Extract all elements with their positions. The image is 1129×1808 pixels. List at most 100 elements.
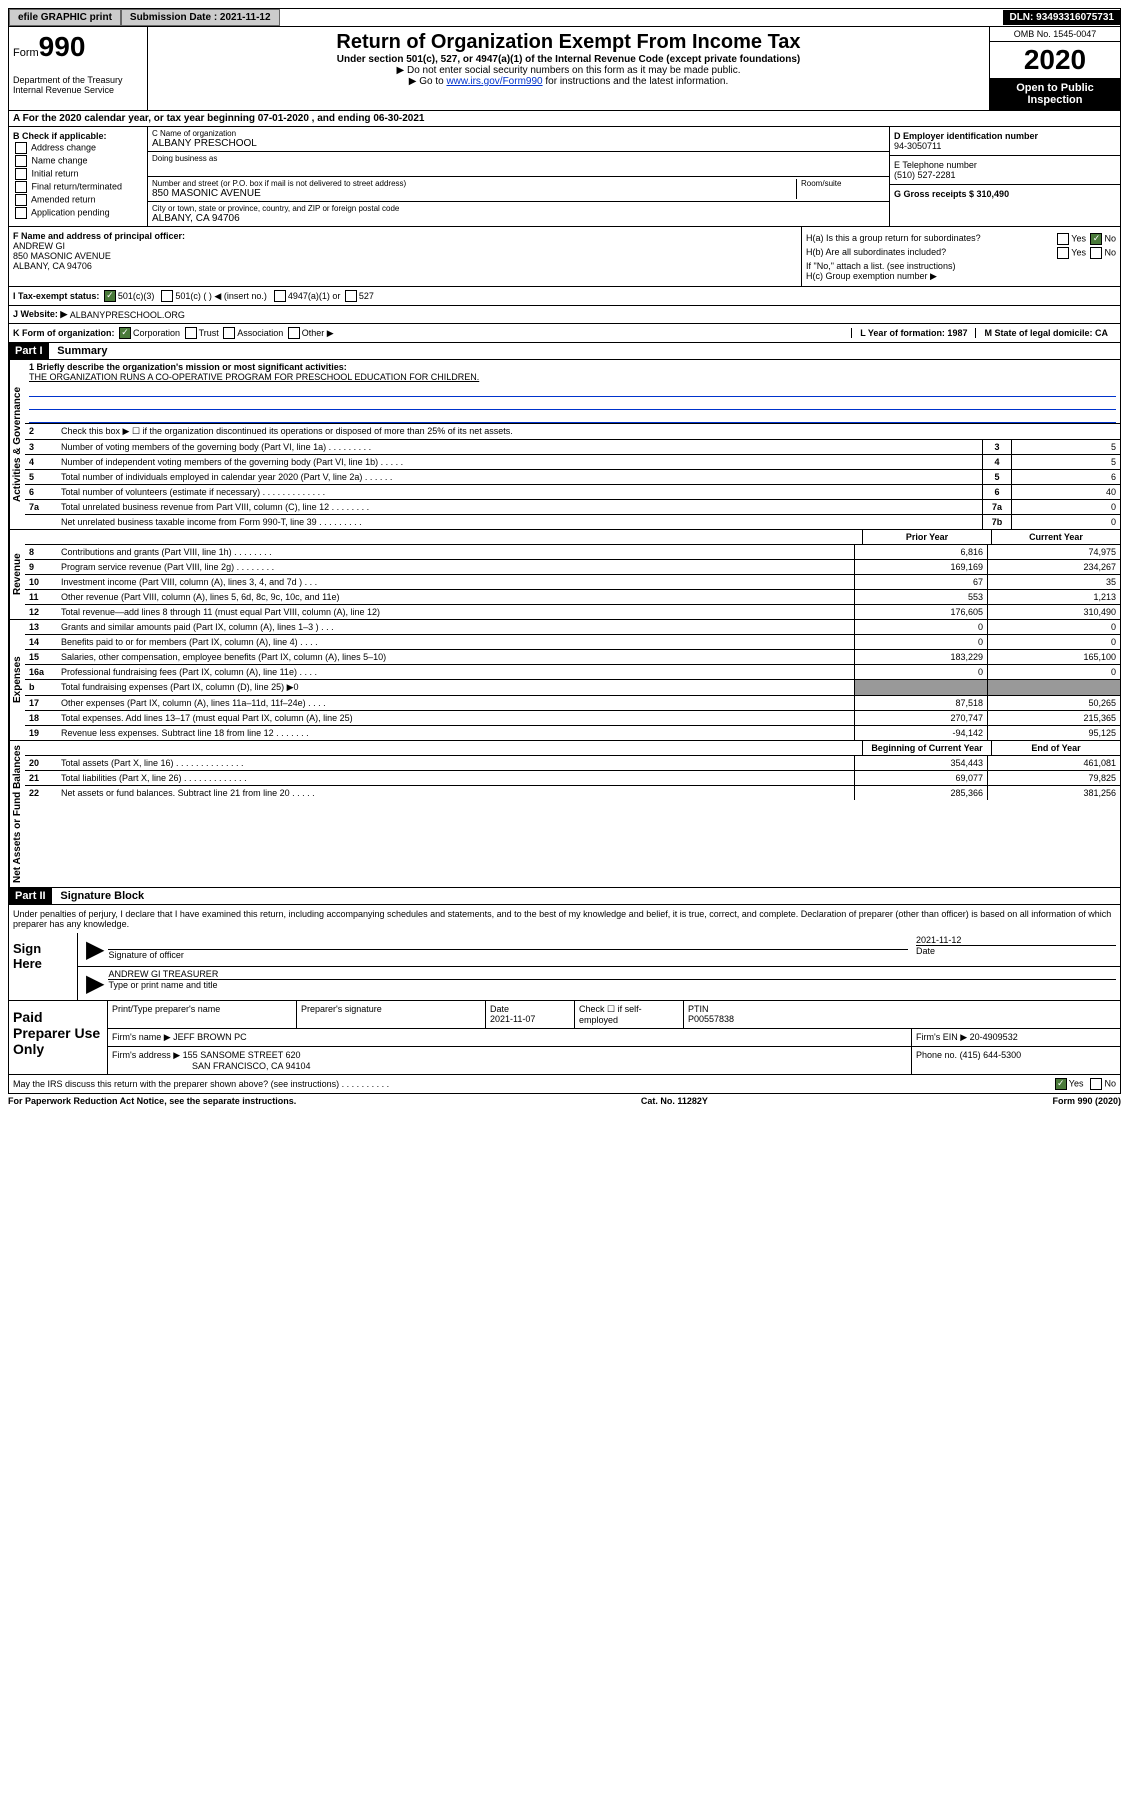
activities-governance-section: Activities & Governance 1 Briefly descri… [8,360,1121,530]
col-mid: C Name of organization ALBANY PRESCHOOL … [148,127,889,226]
footer-right: Form 990 (2020) [1052,1096,1121,1106]
summary-line: 6Total number of volunteers (estimate if… [25,485,1120,500]
org-name-label: C Name of organization [152,129,885,138]
ruled-2 [29,397,1116,410]
title-cell: Return of Organization Exempt From Incom… [148,27,989,110]
cb-corp[interactable] [119,327,131,339]
cb-initial-return[interactable]: Initial return [13,168,143,180]
cb-may-no[interactable] [1090,1078,1102,1090]
summary-line: 9Program service revenue (Part VIII, lin… [25,560,1120,575]
col-prior: Prior Year [862,530,991,544]
ein-label: D Employer identification number [894,131,1116,141]
firm-name-cell: Firm's name ▶ JEFF BROWN PC [108,1029,912,1046]
cb-4947[interactable] [274,290,286,302]
k-label: K Form of organization: [13,328,115,338]
h-b-label: H(b) Are all subordinates included? [806,247,946,259]
cb-amended-return[interactable]: Amended return [13,194,143,206]
may-irs-text: May the IRS discuss this return with the… [13,1079,389,1089]
prep-row-2: Firm's name ▶ JEFF BROWN PC Firm's EIN ▶… [108,1029,1120,1047]
cb-other[interactable] [288,327,300,339]
summary-line: 19Revenue less expenses. Subtract line 1… [25,726,1120,740]
fgh-row: F Name and address of principal officer:… [8,227,1121,287]
revenue-body: Prior Year Current Year 8Contributions a… [25,530,1120,619]
prep-row-3: Firm's address ▶ 155 SANSOME STREET 620 … [108,1047,1120,1074]
cb-trust[interactable] [185,327,197,339]
prep-date-cell: Date2021-11-07 [486,1001,575,1028]
summary-line: 21Total liabilities (Part X, line 26) . … [25,771,1120,786]
firm-phone-cell: Phone no. (415) 644-5300 [912,1047,1120,1074]
cb-address-change[interactable]: Address change [13,142,143,154]
f-addr2: ALBANY, CA 94706 [13,261,797,271]
net-body: Beginning of Current Year End of Year 20… [25,741,1120,887]
line2-num: 2 [25,424,57,439]
city-label: City or town, state or province, country… [152,204,885,213]
phone-row: E Telephone number (510) 527-2281 [890,156,1120,185]
submission-date-button[interactable]: Submission Date : 2021-11-12 [121,9,280,26]
f-addr1: 850 MASONIC AVENUE [13,251,797,261]
check-self-cell: Check ☐ if self-employed [575,1001,684,1028]
phone-label: E Telephone number [894,160,1116,170]
preparer-grid: Paid Preparer Use Only Print/Type prepar… [9,1000,1120,1074]
sub-note-3: ▶ Go to www.irs.gov/Form990 for instruct… [152,76,985,87]
website-val: ALBANYPRESCHOOL.ORG [70,310,185,320]
summary-line: 3Number of voting members of the governi… [25,440,1120,455]
omb-number: OMB No. 1545-0047 [990,27,1120,42]
ein-row: D Employer identification number 94-3050… [890,127,1120,156]
cb-assoc[interactable] [223,327,235,339]
ein-val: 94-3050711 [894,141,1116,151]
h-a-label: H(a) Is this a group return for subordin… [806,233,981,245]
summary-line: 5Total number of individuals employed in… [25,470,1120,485]
tax-year: 2020 [990,42,1120,78]
l-year: L Year of formation: 1987 [851,328,975,338]
form-number: 990 [39,31,86,62]
type-print-label: Type or print name and title [108,980,1116,990]
ptin-cell: PTINP00557838 [684,1001,1120,1028]
irs-link[interactable]: www.irs.gov/Form990 [446,76,542,87]
summary-line: Net unrelated business taxable income fr… [25,515,1120,529]
part1-title: Summary [51,343,113,359]
cb-501c[interactable] [161,290,173,302]
col-current: Current Year [991,530,1120,544]
summary-line: 15Salaries, other compensation, employee… [25,650,1120,665]
summary-line: bTotal fundraising expenses (Part IX, co… [25,680,1120,696]
line1-label: 1 Briefly describe the organization's mi… [25,360,1120,384]
efile-print-button[interactable]: efile GRAPHIC print [9,9,121,26]
cb-501c3[interactable] [104,290,116,302]
vert-expenses: Expenses [9,620,25,740]
line2-text: Check this box ▶ ☐ if the organization d… [57,424,1120,439]
expenses-body: 13Grants and similar amounts paid (Part … [25,620,1120,740]
i-label: I Tax-exempt status: [13,291,99,301]
summary-line: 12Total revenue—add lines 8 through 11 (… [25,605,1120,619]
goto-suffix: for instructions and the latest informat… [543,76,729,87]
open-public-label: Open to Public Inspection [990,78,1120,110]
sig-date-val: 2021-11-12 [916,935,1116,946]
cb-application-pending[interactable]: Application pending [13,207,143,219]
part2-header: Part II [9,888,52,904]
summary-line: 13Grants and similar amounts paid (Part … [25,620,1120,635]
h-b-line: H(b) Are all subordinates included? Yes … [806,247,1116,259]
cb-name-change[interactable]: Name change [13,155,143,167]
part1-header: Part I [9,343,49,359]
form-id-cell: Form990 Department of the Treasury Inter… [9,27,148,110]
gross-receipts: G Gross receipts $ 310,490 [894,189,1116,199]
sig-date-label: Date [916,946,1116,956]
phone-val: (510) 527-2281 [894,170,1116,180]
footer-row: For Paperwork Reduction Act Notice, see … [8,1094,1121,1108]
prep-sig-label: Preparer's signature [297,1001,486,1028]
summary-line: 14Benefits paid to or for members (Part … [25,635,1120,650]
officer-name-row: ▶ ANDREW GI TREASURER Type or print name… [78,967,1120,1000]
klm-row: K Form of organization: Corporation Trus… [8,324,1121,343]
h-b-note: If "No," attach a list. (see instruction… [806,261,1116,271]
vert-net-assets: Net Assets or Fund Balances [9,741,25,887]
cb-may-yes[interactable] [1055,1078,1067,1090]
col-end: End of Year [991,741,1120,755]
net-col-header: Beginning of Current Year End of Year [25,741,1120,756]
cb-final-return[interactable]: Final return/terminated [13,181,143,193]
declaration-text: Under penalties of perjury, I declare th… [9,905,1120,933]
may-irs-row: May the IRS discuss this return with the… [9,1074,1120,1093]
dba-row: Doing business as [148,152,889,177]
info-grid: B Check if applicable: Address change Na… [8,127,1121,227]
addr-val: 850 MASONIC AVENUE [152,188,796,199]
cb-527[interactable] [345,290,357,302]
h-cell: H(a) Is this a group return for subordin… [801,227,1120,286]
